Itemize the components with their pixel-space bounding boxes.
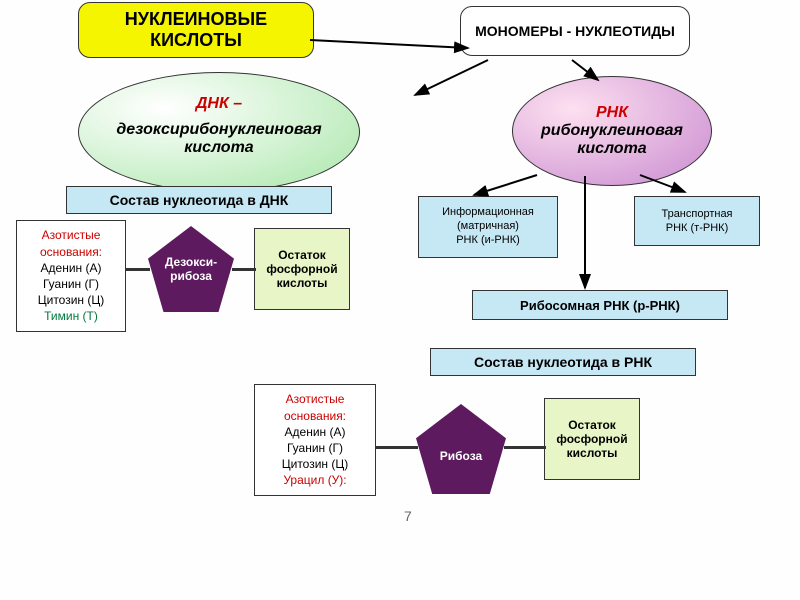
rna-nucleotide-header: Состав нуклеотида в РНК <box>430 348 696 376</box>
title-box: НУКЛЕИНОВЫЕ КИСЛОТЫ <box>78 2 314 58</box>
rrna-text: Рибосомная РНК (р-РНК) <box>520 298 680 313</box>
phosphate-2-text: Остаток фосфорной кислоты <box>549 418 635 460</box>
connector-dna-1 <box>126 268 150 271</box>
trna-line1: Транспортная <box>661 207 732 221</box>
dna-bases-box: Азотистые основания: Аденин (А) Гуанин (… <box>16 220 126 332</box>
trna-box: Транспортная РНК (т-РНК) <box>634 196 760 246</box>
mrna-line2: (матричная) <box>457 220 519 234</box>
monomers-box: МОНОМЕРЫ - НУКЛЕОТИДЫ <box>460 6 690 56</box>
connector-rna-1 <box>376 446 418 449</box>
rna-bases-box: Азотистые основания: Аденин (А) Гуанин (… <box>254 384 376 496</box>
rna-bases-header: Азотистые основания: <box>259 391 371 423</box>
dna-base-1: Аденин (А) <box>41 260 102 276</box>
dna-subtitle: дезоксирибонуклеиновая кислота <box>79 121 359 158</box>
mrna-box: Информационная (матричная) РНК (и-РНК) <box>418 196 558 258</box>
rna-ellipse: РНК рибонуклеиновая кислота <box>512 76 712 186</box>
connector-rna-2 <box>504 446 546 449</box>
rna-base-2: Гуанин (Г) <box>287 440 343 456</box>
phosphate-box-2: Остаток фосфорной кислоты <box>544 398 640 480</box>
connector-dna-2 <box>232 268 256 271</box>
rna-subtitle: рибонуклеиновая кислота <box>513 122 711 157</box>
rna-title: РНК <box>596 104 628 122</box>
rna-base-3: Цитозин (Ц) <box>282 456 349 472</box>
deoxyribose-pentagon: Дезокси-рибоза <box>148 226 234 312</box>
mrna-line1: Информационная <box>442 206 534 220</box>
dna-ellipse: ДНК – дезоксирибонуклеиновая кислота <box>78 72 360 192</box>
phosphate-1-text: Остаток фосфорной кислоты <box>259 248 345 290</box>
phosphate-box-1: Остаток фосфорной кислоты <box>254 228 350 310</box>
dna-bases-header: Азотистые основания: <box>21 227 121 259</box>
rna-base-special: Урацил (У): <box>283 472 346 488</box>
trna-line2: РНК (т-РНК) <box>666 221 728 235</box>
rna-base-1: Аденин (А) <box>285 424 346 440</box>
monomers-text: МОНОМЕРЫ - НУКЛЕОТИДЫ <box>475 23 675 39</box>
mrna-line3: РНК (и-РНК) <box>456 234 520 248</box>
dna-nucleotide-header: Состав нуклеотида в ДНК <box>66 186 332 214</box>
page-number: 7 <box>404 508 412 524</box>
dna-base-special: Тимин (Т) <box>44 308 98 324</box>
rrna-box: Рибосомная РНК (р-РНК) <box>472 290 728 320</box>
dna-base-2: Гуанин (Г) <box>43 276 99 292</box>
dna-title: ДНК – <box>196 95 242 113</box>
ribose-text: Рибоза <box>440 435 482 463</box>
rna-nucleotide-header-text: Состав нуклеотида в РНК <box>474 354 652 370</box>
ribose-pentagon: Рибоза <box>416 404 506 494</box>
deoxyribose-text: Дезокси-рибоза <box>148 255 234 283</box>
dna-nucleotide-header-text: Состав нуклеотида в ДНК <box>110 192 289 208</box>
dna-base-3: Цитозин (Ц) <box>38 292 105 308</box>
title-text: НУКЛЕИНОВЫЕ КИСЛОТЫ <box>83 9 309 51</box>
